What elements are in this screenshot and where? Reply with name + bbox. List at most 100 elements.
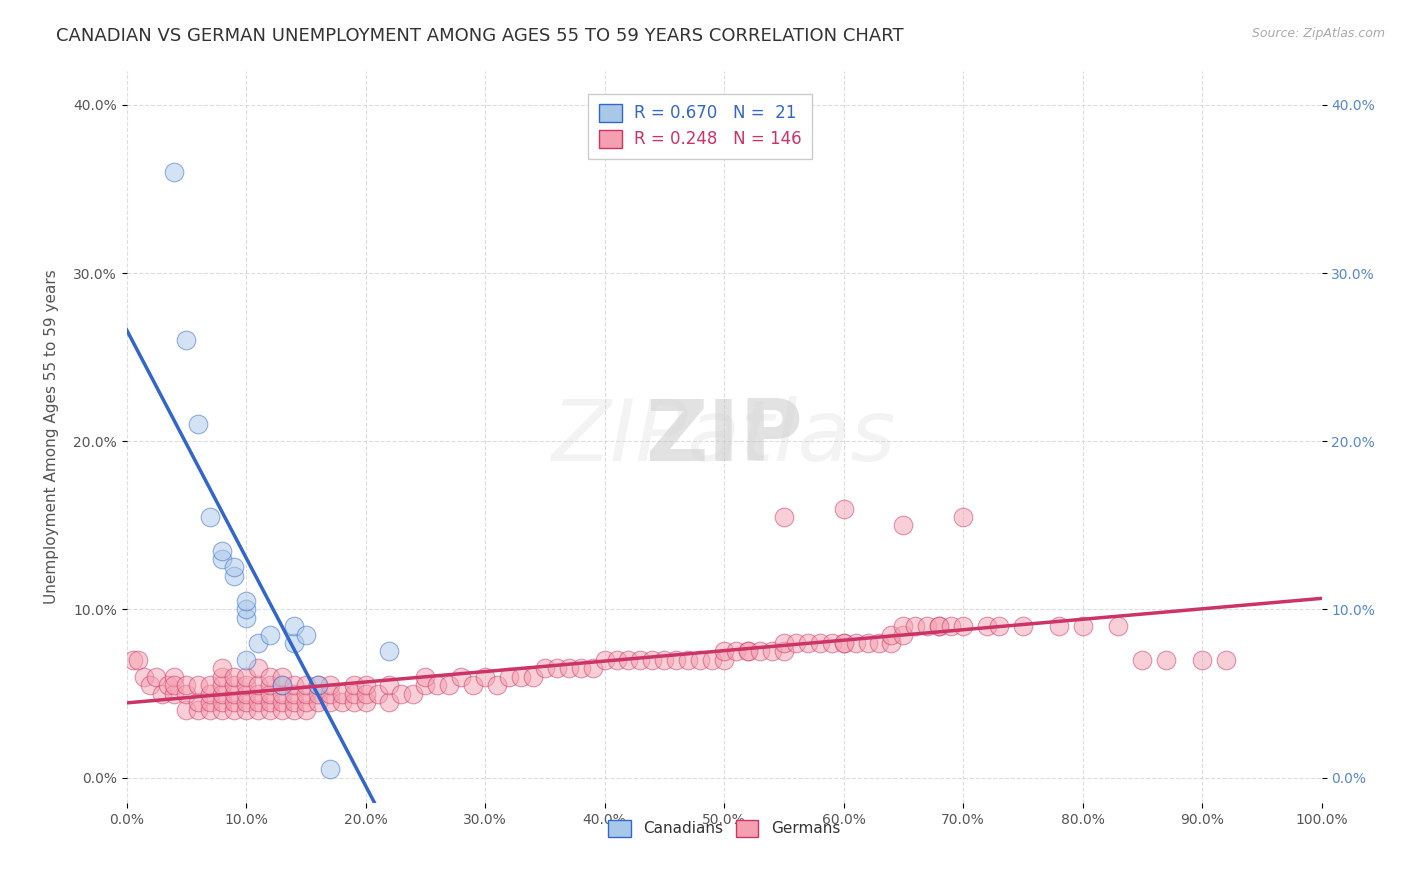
Point — [641, 653, 664, 667]
Point — [1071, 619, 1094, 633]
Point — [307, 678, 329, 692]
Point — [832, 501, 855, 516]
Point — [247, 695, 270, 709]
Point — [546, 661, 568, 675]
Point — [785, 636, 807, 650]
Point — [378, 644, 401, 658]
Point — [259, 703, 281, 717]
Point — [891, 619, 914, 633]
Point — [211, 661, 233, 675]
Point — [330, 686, 353, 700]
Point — [200, 703, 222, 717]
Point — [163, 165, 186, 179]
Point — [868, 636, 891, 650]
Point — [987, 619, 1010, 633]
Point — [366, 686, 388, 700]
Point — [1154, 653, 1177, 667]
Point — [820, 636, 842, 650]
Point — [270, 703, 294, 717]
Point — [259, 695, 281, 709]
Point — [247, 703, 270, 717]
Point — [952, 510, 974, 524]
Point — [187, 695, 209, 709]
Point — [211, 552, 233, 566]
Point — [222, 569, 246, 583]
Point — [844, 636, 866, 650]
Point — [187, 678, 209, 692]
Point — [676, 653, 699, 667]
Point — [163, 670, 186, 684]
Point — [139, 678, 162, 692]
Point — [1108, 619, 1130, 633]
Legend: Canadians, Germans: Canadians, Germans — [599, 811, 849, 847]
Point — [283, 703, 305, 717]
Point — [725, 644, 748, 658]
Point — [391, 686, 413, 700]
Point — [235, 686, 257, 700]
Point — [270, 678, 294, 692]
Point — [808, 636, 831, 650]
Point — [1191, 653, 1213, 667]
Point — [1215, 653, 1237, 667]
Point — [474, 670, 496, 684]
Text: ZIP: ZIP — [645, 395, 803, 479]
Point — [222, 670, 246, 684]
Point — [134, 670, 156, 684]
Point — [235, 670, 257, 684]
Point — [939, 619, 962, 633]
Point — [259, 670, 281, 684]
Point — [952, 619, 974, 633]
Point — [354, 678, 377, 692]
Point — [439, 678, 461, 692]
Point — [354, 686, 377, 700]
Point — [294, 686, 316, 700]
Point — [145, 670, 167, 684]
Point — [247, 686, 270, 700]
Point — [200, 686, 222, 700]
Point — [796, 636, 818, 650]
Point — [450, 670, 472, 684]
Point — [378, 695, 401, 709]
Point — [761, 644, 783, 658]
Point — [211, 678, 233, 692]
Point — [354, 695, 377, 709]
Point — [318, 678, 342, 692]
Point — [1130, 653, 1153, 667]
Point — [917, 619, 939, 633]
Point — [247, 661, 270, 675]
Point — [832, 636, 855, 650]
Point — [235, 594, 257, 608]
Point — [174, 686, 197, 700]
Point — [928, 619, 950, 633]
Point — [522, 670, 544, 684]
Point — [174, 334, 197, 348]
Point — [617, 653, 640, 667]
Point — [211, 695, 233, 709]
Point — [200, 678, 222, 692]
Point — [700, 653, 723, 667]
Point — [270, 695, 294, 709]
Point — [343, 695, 366, 709]
Point — [748, 644, 770, 658]
Point — [187, 417, 209, 432]
Point — [235, 678, 257, 692]
Point — [713, 644, 735, 658]
Point — [737, 644, 759, 658]
Point — [259, 627, 281, 641]
Point — [652, 653, 675, 667]
Point — [318, 695, 342, 709]
Point — [1047, 619, 1070, 633]
Point — [976, 619, 998, 633]
Point — [294, 695, 316, 709]
Point — [378, 678, 401, 692]
Point — [605, 653, 627, 667]
Point — [891, 518, 914, 533]
Point — [773, 510, 796, 524]
Point — [270, 686, 294, 700]
Point — [200, 510, 222, 524]
Point — [856, 636, 879, 650]
Point — [569, 661, 592, 675]
Point — [222, 560, 246, 574]
Point — [557, 661, 581, 675]
Point — [318, 762, 342, 776]
